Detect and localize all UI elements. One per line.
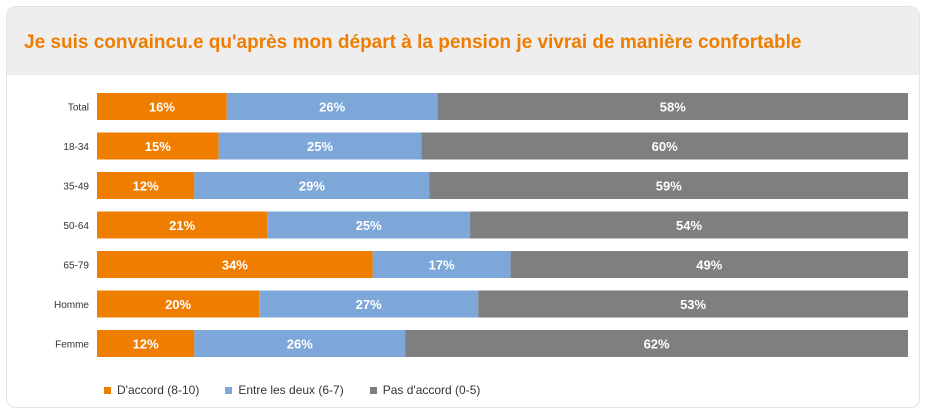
legend-item: D'accord (8-10) <box>104 383 199 397</box>
data-label: 12% <box>133 179 159 194</box>
bar-segment <box>226 93 438 120</box>
category-label: Homme <box>54 300 89 311</box>
bar-segment <box>97 290 260 318</box>
data-label: 26% <box>319 100 345 115</box>
data-label: 26% <box>287 337 313 352</box>
bar-segment <box>429 172 908 199</box>
data-label: 21% <box>169 218 195 233</box>
data-label: 16% <box>149 100 175 115</box>
data-label: 12% <box>133 337 159 352</box>
data-label: 62% <box>644 337 670 352</box>
data-label: 53% <box>680 297 706 312</box>
legend-swatch <box>369 386 377 394</box>
legend-item: Entre les deux (6-7) <box>225 383 344 397</box>
legend-label: Entre les deux (6-7) <box>238 383 344 397</box>
category-label: 35-49 <box>63 182 89 193</box>
category-label: 65-79 <box>63 261 89 272</box>
legend: D'accord (8-10) Entre les deux (6-7) Pas d… <box>104 383 480 397</box>
bar-segment <box>421 132 908 160</box>
bar-segment <box>437 93 908 120</box>
legend-swatch <box>225 386 233 394</box>
data-label: 25% <box>356 218 382 233</box>
bar-segment <box>97 211 268 239</box>
bar-segment <box>259 290 479 318</box>
category-label: Femme <box>55 340 89 351</box>
bar-segment <box>267 211 471 239</box>
data-label: 34% <box>222 258 248 273</box>
bar-segment <box>97 330 195 357</box>
category-label: Total <box>68 103 89 114</box>
data-label: 58% <box>660 100 686 115</box>
bar-segment <box>97 132 219 160</box>
category-label: 18-34 <box>63 142 89 153</box>
data-label: 49% <box>696 258 722 273</box>
bar-segment <box>194 172 430 199</box>
legend-label: D'accord (8-10) <box>117 383 200 397</box>
data-label: 25% <box>307 139 333 154</box>
bar-segment <box>194 330 406 357</box>
data-label: 15% <box>145 139 171 154</box>
bar-segment <box>478 290 908 318</box>
bar-segment <box>97 251 373 278</box>
bar-segment <box>510 251 908 278</box>
data-label: 27% <box>356 297 382 312</box>
data-label: 29% <box>299 179 325 194</box>
data-label: 54% <box>676 218 702 233</box>
chart-card: Je suis convaincu.e qu'après mon départ … <box>6 6 920 408</box>
bar-segment <box>97 172 195 199</box>
bar-segment <box>470 211 908 239</box>
legend-label: Pas d'accord (0-5) <box>382 383 481 397</box>
title-band: Je suis convaincu.e qu'après mon départ … <box>7 7 919 75</box>
bar-segment <box>372 251 511 278</box>
data-label: 17% <box>429 258 455 273</box>
bar-segment <box>405 330 908 357</box>
data-label: 20% <box>165 297 191 312</box>
legend-swatch <box>104 386 111 394</box>
data-label: 59% <box>656 179 682 194</box>
data-label: 60% <box>652 139 678 154</box>
chart-title: Je suis convaincu.e qu'après mon départ … <box>24 32 802 53</box>
bar-segment <box>97 93 227 120</box>
bar-segment <box>218 132 422 160</box>
category-label: 50-64 <box>63 221 89 232</box>
stacked-bar-chart: Total 16% 26% 58% 18-34 15% 25% 60% 35-49 12% 29% 5… <box>54 93 908 357</box>
legend-item: Pas d'accord (0-5) <box>369 383 481 397</box>
